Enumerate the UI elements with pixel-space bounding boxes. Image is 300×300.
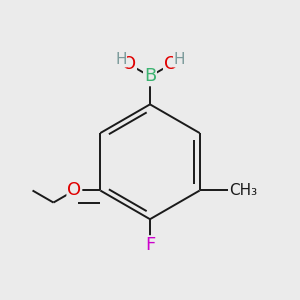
Text: F: F <box>145 236 155 254</box>
Text: O: O <box>164 55 178 73</box>
Text: H: H <box>115 52 127 67</box>
Text: CH₃: CH₃ <box>229 183 257 198</box>
Text: O: O <box>67 182 81 200</box>
Text: H: H <box>173 52 185 67</box>
Text: O: O <box>122 55 136 73</box>
Text: B: B <box>144 68 156 85</box>
